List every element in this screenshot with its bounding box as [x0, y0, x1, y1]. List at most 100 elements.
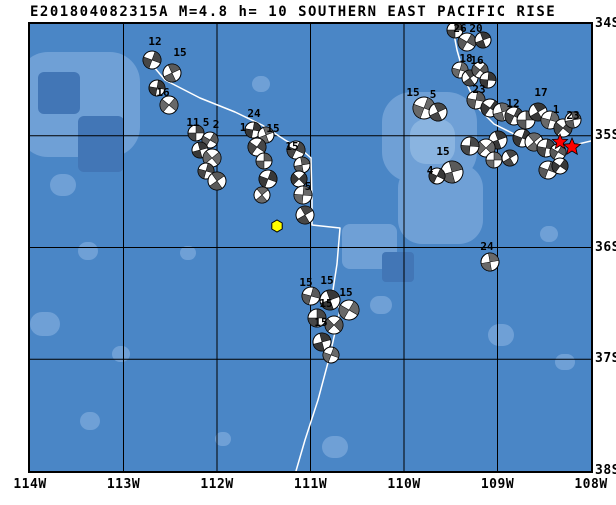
x-axis-label: 111W	[293, 477, 328, 492]
focal-mechanism-beachball	[187, 124, 205, 142]
bathymetry-patch	[215, 432, 231, 446]
bathymetry-patch	[370, 296, 392, 314]
y-axis-label: 35S	[595, 127, 616, 143]
x-axis-label: 109W	[480, 477, 515, 492]
event-count-label: 1	[553, 103, 560, 116]
event-count-label: 24	[247, 107, 261, 120]
event-count-label: 23	[566, 109, 579, 122]
bathymetry-patch	[540, 226, 558, 242]
event-count-label: 15	[436, 145, 449, 158]
event-count-label: 1	[240, 121, 247, 134]
focal-mechanism-beachball	[290, 170, 308, 188]
focal-mechanism-beachball	[446, 24, 464, 39]
event-count-label: 26	[453, 24, 467, 35]
event-count-label: 4	[427, 164, 434, 177]
x-axis-label: 114W	[13, 477, 47, 492]
x-axis-label: 108W	[574, 477, 608, 492]
bathymetry-patch	[252, 76, 270, 92]
focal-mechanism-beachball	[142, 50, 162, 70]
bathymetry-patch	[78, 242, 98, 260]
focal-mechanism-beachball	[485, 151, 503, 169]
focal-mechanism-beachball	[480, 252, 500, 272]
focal-mechanism-beachball	[551, 157, 569, 175]
event-count-label: 11	[186, 116, 200, 129]
bathymetry-patch	[398, 164, 483, 244]
focal-mechanism-beachball	[428, 167, 446, 185]
event-count-label: 5	[305, 180, 312, 193]
event-count-label: 15	[299, 276, 312, 289]
x-axis-label: 110W	[387, 477, 421, 492]
event-count-label: 16	[156, 86, 170, 99]
bathymetry-patch	[382, 252, 414, 282]
y-axis-label: 38S	[595, 463, 616, 478]
event-count-label: 15	[319, 297, 332, 310]
focal-mechanism-beachball	[307, 308, 327, 328]
focal-mechanism-beachball	[466, 90, 486, 110]
event-count-label: 5	[430, 88, 437, 101]
event-count-label: 12	[148, 35, 161, 48]
y-axis-label: 34S	[595, 16, 616, 31]
focal-mechanism-beachball	[247, 137, 267, 157]
event-count-label: 15	[339, 286, 352, 299]
event-count-label: 20	[469, 24, 482, 35]
bathymetry-patch	[322, 436, 348, 458]
event-count-label: 15	[320, 274, 333, 287]
focal-mechanism-beachball	[564, 111, 582, 129]
focal-mechanism-beachball	[324, 315, 344, 335]
bathymetry-patch	[488, 324, 514, 346]
focal-mechanism-beachball	[148, 79, 166, 97]
bathymetry-patch	[555, 354, 575, 370]
focal-mechanism-beachball	[460, 136, 480, 156]
event-count-label: 18	[459, 52, 472, 65]
focal-mechanism-beachball	[293, 185, 313, 205]
focal-mechanism-beachball	[244, 121, 262, 139]
bathymetry-patch	[112, 346, 130, 362]
focal-mechanism-beachball	[440, 160, 464, 184]
focal-mechanism-beachball	[207, 171, 227, 191]
event-count-label: 15	[406, 86, 419, 99]
focal-mechanism-beachball	[474, 31, 492, 49]
event-count-label: 2	[213, 118, 220, 131]
page-title: E201804082315A M=4.8 h= 10 SOUTHERN EAST…	[30, 4, 557, 20]
focal-mechanism-beachball	[338, 299, 360, 321]
focal-mechanism-beachball	[202, 148, 222, 168]
bathymetry-patch	[410, 119, 455, 164]
focal-mechanism-beachball	[255, 152, 273, 170]
focal-mechanism-beachball	[322, 346, 340, 364]
event-count-label: 15	[285, 140, 298, 153]
event-count-label: 15	[266, 122, 279, 135]
focal-mechanism-beachball	[428, 102, 448, 122]
station-hexagon-icon	[271, 219, 283, 233]
map-area: 12 15 16 11 5 2 24 1 15 15 5 15 15 15 15 15 26 20 18 16 15 5 2…	[28, 22, 593, 473]
focal-mechanism-beachball	[319, 289, 341, 311]
y-axis-label: 36S	[595, 239, 616, 255]
event-count-label: 17	[534, 86, 547, 99]
x-axis-label: 112W	[200, 477, 234, 492]
focal-mechanism-beachball	[286, 140, 306, 160]
event-count-label: 24	[480, 240, 494, 253]
bathymetry-patch	[38, 72, 80, 114]
focal-mechanism-beachball	[295, 205, 315, 225]
bathymetry-patch	[80, 412, 100, 430]
highlighted-event-star-icon	[562, 136, 582, 156]
event-count-label: 5	[203, 116, 210, 129]
y-axis-label: 37S	[595, 351, 616, 367]
bathymetry-patch	[30, 312, 60, 336]
event-count-label: 12	[506, 97, 519, 110]
bathymetry-patch	[180, 246, 196, 260]
focal-mechanism-beachball	[162, 63, 182, 83]
x-axis-label: 113W	[106, 477, 141, 492]
event-count-label: 15	[173, 46, 186, 59]
focal-mechanism-beachball	[480, 98, 500, 118]
focal-mechanism-beachball	[501, 149, 519, 167]
focal-mechanism-beachball	[457, 32, 477, 52]
focal-mechanism-beachball	[159, 95, 179, 115]
event-count-label: 15	[314, 316, 327, 329]
focal-mechanism-beachball	[253, 186, 271, 204]
bathymetry-patch	[78, 116, 124, 172]
event-count-label: 16	[470, 54, 484, 67]
focal-mechanism-beachball	[479, 71, 497, 89]
event-count-label: 23	[472, 83, 485, 96]
